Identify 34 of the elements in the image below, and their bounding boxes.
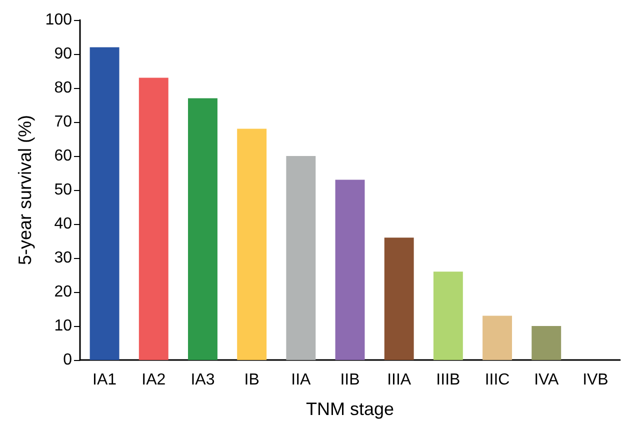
bar xyxy=(433,272,463,360)
bar xyxy=(384,238,414,360)
y-tick-label: 100 xyxy=(45,12,72,28)
x-tick-label: IB xyxy=(244,372,260,388)
bar xyxy=(138,78,168,360)
bar xyxy=(237,128,267,360)
bar xyxy=(188,98,218,360)
bar xyxy=(90,47,120,360)
x-tick-label: IA1 xyxy=(92,372,117,388)
y-tick-label: 40 xyxy=(54,216,72,232)
x-tick-label: IIA xyxy=(291,372,312,388)
y-tick-label: 60 xyxy=(54,148,72,164)
x-tick-label: IIIB xyxy=(436,372,460,388)
bar xyxy=(532,326,562,360)
y-tick-label: 0 xyxy=(63,352,72,368)
y-tick-label: 90 xyxy=(54,46,72,62)
x-tick-label: IVB xyxy=(582,372,608,388)
y-tick-label: 50 xyxy=(54,182,72,198)
x-tick-label: IA2 xyxy=(142,372,166,388)
x-tick-label: IIIA xyxy=(387,372,412,388)
y-tick-label: 20 xyxy=(54,284,72,300)
y-tick-label: 30 xyxy=(54,250,72,266)
x-tick-label: IIB xyxy=(340,372,360,388)
y-tick-label: 10 xyxy=(54,318,72,334)
y-tick-label: 80 xyxy=(54,80,72,96)
x-tick-label: IIIC xyxy=(484,372,510,388)
x-tick-label: IVA xyxy=(534,372,559,388)
x-tick-label: IA3 xyxy=(190,372,215,388)
x-axis-title: TNM stage xyxy=(306,399,394,419)
y-tick-label: 70 xyxy=(54,114,72,130)
y-axis-title: 5-year survival (%) xyxy=(15,114,35,266)
bar xyxy=(286,156,316,360)
bar xyxy=(335,180,365,360)
bar xyxy=(482,316,512,360)
